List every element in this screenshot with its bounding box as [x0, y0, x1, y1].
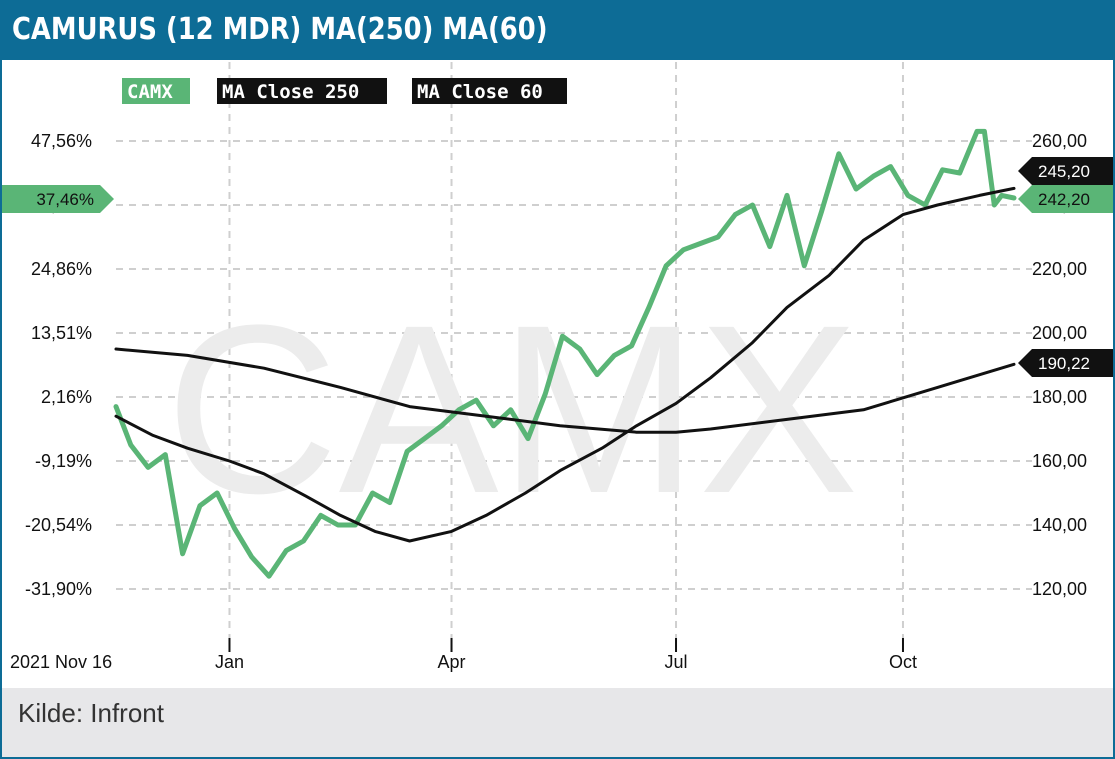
y-right-tick-label: 260,00 — [1032, 131, 1087, 151]
y-right-tick-label: 140,00 — [1032, 515, 1087, 535]
legend-swatch — [412, 78, 567, 104]
x-tick-label: 2021 Nov 16 — [10, 652, 112, 672]
legend-item-camx: CAMX — [122, 78, 190, 104]
tag-camx: 242,20 — [1018, 185, 1113, 213]
tag-text: 37,46% — [36, 190, 94, 209]
y-left-tick-label: 47,56% — [31, 131, 92, 151]
series-camx-line — [113, 128, 1017, 579]
legend-item-ma60: MA Close 60 — [412, 78, 567, 104]
tag-ma60: 245,20 — [1018, 157, 1113, 185]
grid — [116, 62, 1032, 638]
x-tick-label: Jul — [665, 652, 688, 672]
y-left-tick-label: 13,51% — [31, 323, 92, 343]
tag-shape — [1018, 185, 1113, 213]
header-bar: CAMURUS (12 MDR) MA(250) MA(60) — [2, 2, 1113, 60]
x-tick-label: Jan — [215, 652, 244, 672]
legend-label: MA Close 250 — [222, 81, 359, 103]
tag-ma250: 190,22 — [1018, 349, 1113, 377]
y-left-tick-label: 2,16% — [41, 387, 92, 407]
y-axis-left: 47,56%36,21%24,86%13,51%2,16%-9,19%-20,5… — [25, 131, 92, 599]
value-tags: 245,20 242,20 190,22 37,46% — [2, 157, 1113, 377]
y-left-tick-label: -9,19% — [35, 451, 92, 471]
tag-shape — [1018, 157, 1113, 185]
tag-camx-pct: 37,46% — [2, 185, 114, 213]
legend-swatch — [122, 78, 190, 104]
x-tick-label: Oct — [889, 652, 917, 672]
y-right-tick-label: 160,00 — [1032, 451, 1087, 471]
legend-item-ma250: MA Close 250 — [217, 78, 387, 104]
series-ma250-line — [114, 347, 1016, 434]
y-right-tick-label: 120,00 — [1032, 579, 1087, 599]
y-left-tick-label: -20,54% — [25, 515, 92, 535]
series-ma60-line — [114, 186, 1016, 543]
tag-text: 190,22 — [1038, 354, 1090, 373]
tag-shape — [1018, 349, 1113, 377]
y-right-tick-label: 200,00 — [1032, 323, 1087, 343]
source-label: Kilde: Infront — [18, 698, 164, 728]
legend-label: MA Close 60 — [417, 81, 543, 103]
tag-text: 245,20 — [1038, 162, 1090, 181]
legend: CAMX MA Close 250 MA Close 60 — [122, 78, 567, 104]
series-layer — [113, 128, 1017, 579]
chart-title: CAMURUS (12 MDR) MA(250) MA(60) — [12, 12, 548, 47]
y-right-tick-label: 220,00 — [1032, 259, 1087, 279]
y-right-tick-label: 180,00 — [1032, 387, 1087, 407]
tag-text: 242,20 — [1038, 190, 1090, 209]
legend-label: CAMX — [127, 81, 173, 103]
y-left-tick-label: -31,90% — [25, 579, 92, 599]
legend-swatch — [217, 78, 387, 104]
y-left-tick-label: 24,86% — [31, 259, 92, 279]
chart-svg: CAMX 47,56%36,21%24,86%13,51%2,16%-9,19%… — [2, 62, 1113, 672]
footer: Kilde: Infront — [2, 688, 1113, 757]
x-axis: 2021 Nov 16 Jan Apr Jul Oct — [10, 638, 917, 672]
x-tick-label: Apr — [438, 652, 466, 672]
tag-shape — [2, 185, 114, 213]
